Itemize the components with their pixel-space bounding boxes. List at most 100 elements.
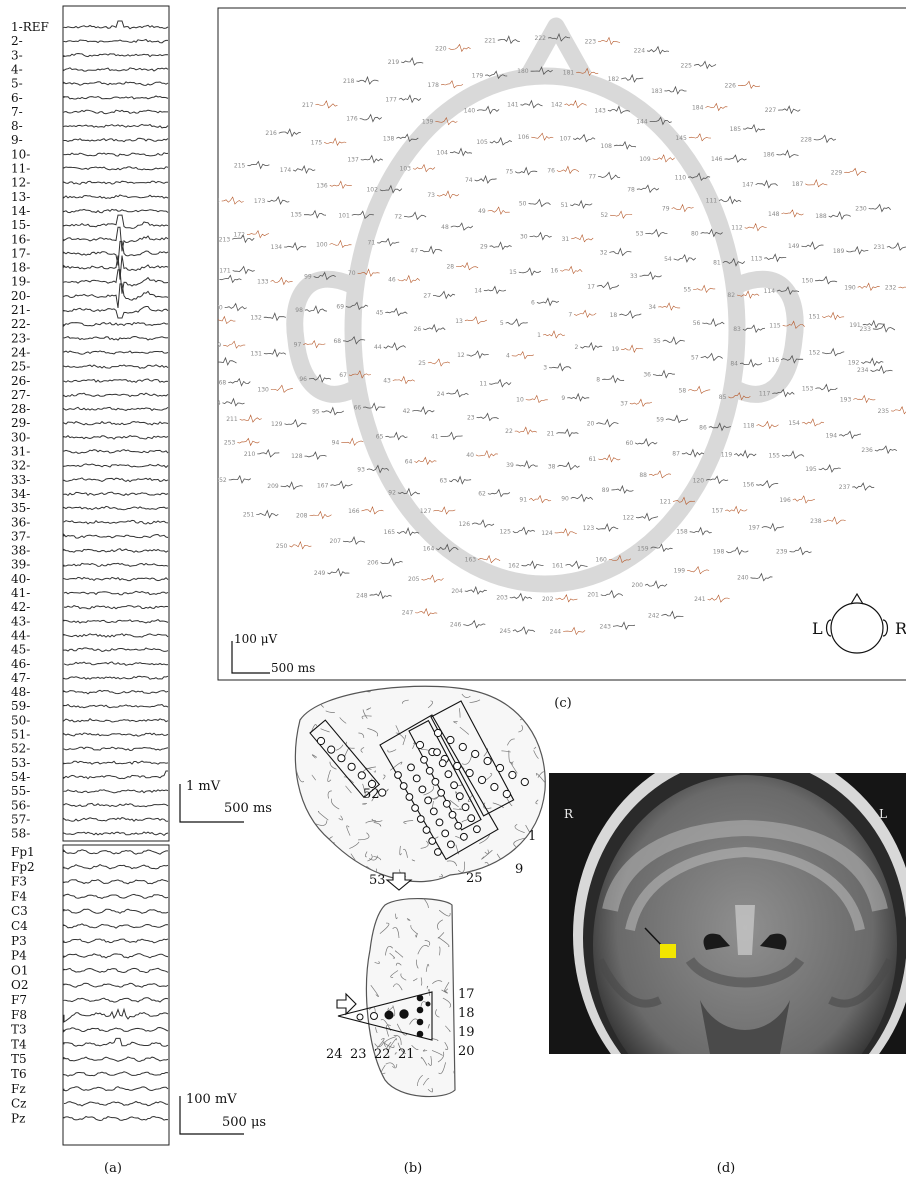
electrode-waveform xyxy=(776,286,800,296)
electrode-58: 58 xyxy=(679,385,711,394)
electrode-waveform xyxy=(608,554,632,564)
electrode-waveform xyxy=(404,211,427,221)
electrode-231: 231 xyxy=(873,242,906,251)
electrode-243: 243 xyxy=(600,621,636,630)
electrode-138: 138 xyxy=(383,133,419,142)
electrode-label: 110 xyxy=(675,174,687,181)
electrode-240: 240 xyxy=(737,572,773,582)
electrode-label: 228 xyxy=(800,136,812,143)
electrode-237: 237 xyxy=(839,482,875,491)
electrode-44: 44 xyxy=(374,341,406,351)
electrode-waveform xyxy=(487,488,511,498)
electrode-waveform xyxy=(369,590,392,600)
electrode-71: 71 xyxy=(368,237,400,247)
electrode-label: 193 xyxy=(840,396,852,403)
electrode-label: 150 xyxy=(802,278,814,285)
electrode-label: 178 xyxy=(428,82,440,89)
electrode-waveform xyxy=(652,154,675,163)
ecog-traces xyxy=(63,20,169,837)
electrode-label: 216 xyxy=(265,130,277,137)
electrode-waveform xyxy=(644,580,668,590)
sulcus-line xyxy=(392,1005,396,1017)
electrode-232: 232 xyxy=(885,284,906,291)
electrode-197: 197 xyxy=(748,522,784,532)
scale-bottom-amplitude: 100 mV xyxy=(186,1092,237,1107)
ecog-trace xyxy=(63,605,169,610)
electrode-waveform xyxy=(520,99,543,109)
sulcus-line xyxy=(361,715,372,720)
electrode-label: 77 xyxy=(588,173,596,180)
electrode-waveform xyxy=(780,354,804,364)
electrode-label: 61 xyxy=(589,456,597,463)
electrode-waveform xyxy=(805,178,828,188)
electrode-waveform xyxy=(450,222,474,231)
electrode-152: 152 xyxy=(809,347,845,357)
grid-contact xyxy=(434,848,442,856)
electrode-waveform xyxy=(359,113,382,123)
electrode-73: 73 xyxy=(427,190,460,199)
electrode-40: 40 xyxy=(466,449,498,459)
ecog-trace xyxy=(63,491,169,497)
electrode-label: 62 xyxy=(478,491,486,498)
electrode-waveform xyxy=(223,340,246,349)
electrode-waveform xyxy=(789,546,812,556)
electrode-label: 57 xyxy=(691,354,699,361)
sulcus-line xyxy=(427,1055,432,1066)
strip-contact xyxy=(384,1010,394,1020)
electrode-waveform xyxy=(383,341,406,351)
ecog-trace xyxy=(63,647,169,653)
electrode-waveform xyxy=(398,94,422,104)
sulcus-line xyxy=(376,1038,385,1049)
electrode-waveform xyxy=(665,414,689,424)
electrode-label: 212 xyxy=(206,276,218,283)
electrode-label: 154 xyxy=(788,420,800,427)
electrode-label: 172 xyxy=(234,232,246,239)
electrode-188: 188 xyxy=(815,211,851,220)
electrode-39: 39 xyxy=(506,459,538,469)
grid-label-9: 9 xyxy=(515,862,523,877)
electrode-waveform xyxy=(377,237,400,247)
electrode-waveform xyxy=(874,445,898,455)
electrode-label: 82 xyxy=(727,292,735,299)
electrode-waveform xyxy=(270,384,293,393)
electrode-waveform xyxy=(228,377,251,387)
electrode-label: 65 xyxy=(376,434,384,441)
electrode-waveform xyxy=(415,607,438,617)
sulcus-line xyxy=(420,1056,428,1066)
electrode-209: 209 xyxy=(267,481,303,490)
electrode-227: 227 xyxy=(765,105,801,115)
electrode-waveform xyxy=(821,311,845,321)
electrode-label: 245 xyxy=(499,628,511,635)
electrode-97: 97 xyxy=(294,340,326,349)
sulcus-line xyxy=(445,1025,451,1032)
electrode-161: 161 xyxy=(552,560,588,569)
electrode-label: 148 xyxy=(768,211,780,218)
scalp-trace xyxy=(63,1115,169,1122)
electrode-104: 104 xyxy=(437,147,473,157)
sulcus-line xyxy=(425,963,430,972)
scalp-trace xyxy=(63,938,169,944)
panel-c-label: (c) xyxy=(554,696,571,711)
grid-contact xyxy=(367,779,377,789)
electrode-34: 34 xyxy=(648,302,681,311)
electrode-label: 141 xyxy=(507,102,519,109)
electrode-106: 106 xyxy=(518,132,554,141)
electrode-115: 115 xyxy=(769,320,805,329)
electrode-15: 15 xyxy=(509,267,541,277)
electrode-225: 225 xyxy=(681,60,717,70)
electrode-187: 187 xyxy=(792,178,828,188)
electrode-69: 69 xyxy=(336,301,369,310)
sulcus-line xyxy=(507,738,515,746)
electrode-waveform xyxy=(724,154,747,163)
electrode-waveform xyxy=(284,418,307,428)
electrode-waveform xyxy=(435,116,458,126)
sulcus-line xyxy=(437,1051,445,1063)
sulcus-line xyxy=(438,1062,446,1075)
electrode-waveform xyxy=(436,190,460,199)
electrode-label: 42 xyxy=(403,408,411,415)
sulcus-line xyxy=(533,746,537,750)
electrode-waveform xyxy=(475,449,498,459)
sulcus-line xyxy=(467,794,473,803)
scalp-channel-label: F4 xyxy=(11,889,27,903)
grid-contact xyxy=(433,748,441,757)
